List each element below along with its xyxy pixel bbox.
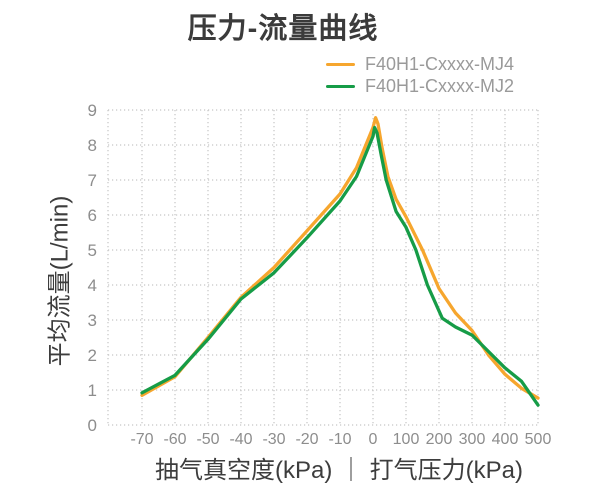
x-tick-label: -40 xyxy=(229,431,252,448)
legend-item-mj2: F40H1-Cxxxx-MJ2 xyxy=(326,75,514,97)
x-tick-label: 100 xyxy=(393,431,420,448)
y-tick-label: 4 xyxy=(88,276,97,295)
x-tick-label: 300 xyxy=(459,431,486,448)
y-tick-label: 3 xyxy=(88,311,97,330)
y-tick-label: 9 xyxy=(88,101,97,120)
x-tick-label: -20 xyxy=(295,431,318,448)
y-tick-label: 6 xyxy=(88,206,97,225)
x-axis-title: 抽气真空度(kPa) ｜ 打气压力(kPa) xyxy=(155,457,524,484)
x-tick-label: -30 xyxy=(262,431,285,448)
legend-label-mj2: F40H1-Cxxxx-MJ2 xyxy=(365,75,515,96)
y-tick-label: 5 xyxy=(88,241,97,260)
legend-item-mj4: F40H1-Cxxxx-MJ4 xyxy=(326,53,514,75)
x-tick-label: -70 xyxy=(130,431,153,448)
y-tick-label: 1 xyxy=(88,381,97,400)
x-tick-label: 200 xyxy=(426,431,453,448)
x-tick-label: 500 xyxy=(525,431,552,448)
legend-line-swatch-orange xyxy=(326,62,355,66)
legend-line-swatch-green xyxy=(326,84,355,88)
x-tick-label: -10 xyxy=(328,431,351,448)
y-tick-label: 2 xyxy=(88,346,97,365)
x-tick-label: 400 xyxy=(492,431,519,448)
x-tick-label: -50 xyxy=(196,431,219,448)
chart-title: 压力-流量曲线 xyxy=(187,13,379,45)
y-tick-label: 7 xyxy=(88,171,97,190)
x-tick-label: -60 xyxy=(163,431,186,448)
series-line-mj2 xyxy=(140,125,540,407)
y-tick-label: 0 xyxy=(88,416,97,435)
legend-label-mj4: F40H1-Cxxxx-MJ4 xyxy=(365,53,515,74)
y-tick-label: 8 xyxy=(88,136,97,155)
legend: F40H1-Cxxxx-MJ4 F40H1-Cxxxx-MJ2 xyxy=(326,53,514,97)
x-tick-label: 0 xyxy=(369,431,378,448)
series-line-mj4 xyxy=(140,116,540,400)
